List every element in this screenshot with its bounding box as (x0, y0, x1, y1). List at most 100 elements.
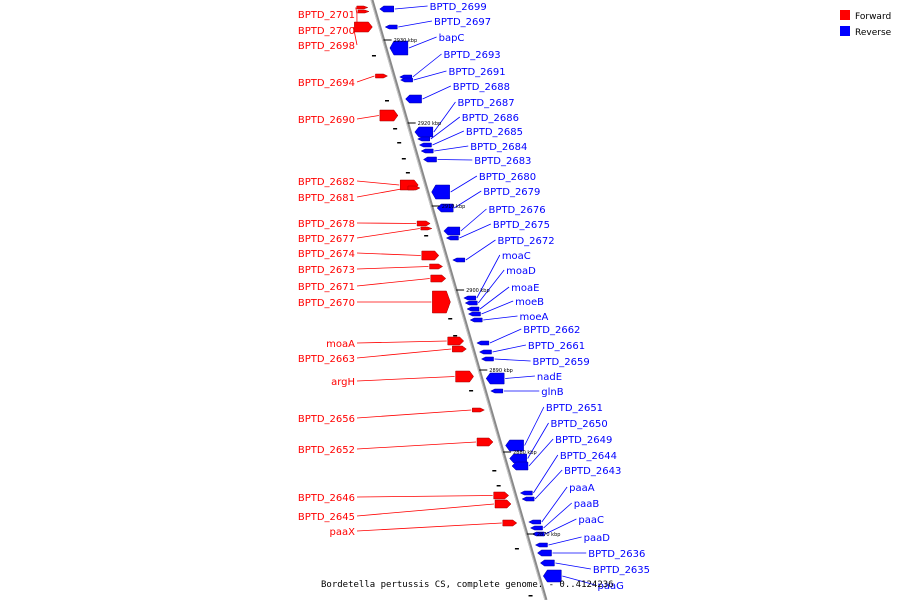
forward-gene-bptd-2690[interactable] (379, 109, 399, 122)
leader-bptd-2685 (432, 130, 465, 146)
reverse-gene-paaa[interactable] (528, 519, 542, 525)
reverse-gene-bptd-2636[interactable] (537, 549, 552, 557)
genome-backbone (370, 0, 548, 600)
forward-gene-label-bptd-2646: BPTD_2646 (298, 493, 355, 504)
reverse-gene-bptd-2649[interactable] (511, 461, 529, 471)
reverse-gene-bptd-2686[interactable] (417, 136, 430, 142)
reverse-gene-moae[interactable] (466, 306, 480, 312)
leader-bptd-2674 (356, 252, 421, 256)
legend-reverse-swatch (840, 26, 850, 36)
reverse-gene-moad[interactable] (464, 300, 478, 306)
forward-gene-bptd-2673[interactable] (429, 263, 444, 270)
minor-feature-13 (496, 485, 501, 487)
leader-moad (477, 269, 505, 304)
forward-gene-moaa[interactable] (447, 336, 465, 346)
reverse-gene-glnb[interactable] (490, 388, 504, 394)
leader-bptd-2686 (430, 116, 461, 140)
minor-feature-3 (397, 142, 402, 144)
reverse-gene-bptd-2672[interactable] (452, 257, 466, 263)
reverse-gene-bapc[interactable] (389, 40, 409, 56)
forward-gene-bptd-2656[interactable] (472, 407, 485, 413)
reverse-gene-bptd-2691[interactable] (400, 77, 413, 83)
leader-bptd-2662 (489, 328, 522, 344)
minor-feature-0 (371, 55, 376, 57)
minor-feature-14 (514, 548, 519, 550)
forward-gene-bptd-2671[interactable] (430, 274, 447, 283)
reverse-gene-bptd-2687[interactable] (414, 126, 434, 138)
reverse-gene-bptd-2644[interactable] (519, 490, 533, 496)
leader-argh (356, 376, 455, 382)
forward-gene-bptd-2698[interactable] (354, 21, 373, 33)
forward-gene-label-bptd-2663: BPTD_2663 (298, 354, 355, 365)
forward-gene-bptd-2674[interactable] (421, 250, 440, 261)
reverse-gene-bptd-2697[interactable] (384, 24, 398, 30)
reverse-gene-paad[interactable] (534, 542, 548, 548)
reverse-gene-label-paad: paaD (584, 533, 611, 544)
forward-gene-bptd-2700[interactable] (357, 9, 370, 14)
reverse-gene-bptd-2661[interactable] (478, 349, 492, 355)
minor-feature-1 (385, 100, 389, 102)
reverse-gene-label-glnb: glnB (541, 387, 563, 398)
forward-gene-bptd-2646[interactable] (493, 491, 510, 500)
reverse-gene-bptd-2651[interactable] (505, 439, 524, 452)
reverse-gene-label-bptd-2661: BPTD_2661 (528, 341, 585, 352)
leader-bptd-2699 (394, 5, 428, 10)
reverse-gene-label-bptd-2644: BPTD_2644 (560, 451, 617, 462)
forward-gene-bptd-2663[interactable] (452, 345, 467, 353)
minor-feature-8 (448, 318, 453, 320)
genome-backbone-highlight (370, 0, 546, 600)
forward-gene-bptd-2701[interactable] (356, 5, 369, 10)
reverse-gene-bptd-2659[interactable] (480, 356, 494, 362)
reverse-gene-label-bptd-2680: BPTD_2680 (479, 172, 536, 183)
forward-gene-argh[interactable] (455, 370, 474, 383)
leader-bptd-2651 (524, 406, 545, 446)
reverse-gene-label-bptd-2649: BPTD_2649 (555, 435, 612, 446)
forward-gene-bptd-2652[interactable] (476, 437, 494, 447)
reverse-gene-bptd-2683[interactable] (423, 156, 437, 163)
reverse-gene-paab[interactable] (529, 525, 543, 531)
reverse-gene-label-bptd-2683: BPTD_2683 (474, 156, 531, 167)
forward-gene-label-paax: paaX (330, 527, 356, 538)
minor-feature-2 (393, 128, 398, 130)
reverse-gene-bptd-2662[interactable] (476, 340, 490, 346)
leader-nade (505, 375, 535, 379)
leader-bapc (408, 36, 437, 49)
reverse-gene-moea[interactable] (469, 317, 483, 323)
forward-gene-bptd-2670[interactable] (432, 290, 451, 314)
reverse-gene-moeb[interactable] (467, 311, 481, 317)
reverse-gene-bptd-2635[interactable] (539, 559, 555, 567)
forward-gene-bptd-2694[interactable] (375, 73, 389, 79)
reverse-gene-bptd-2680[interactable] (431, 184, 450, 200)
reverse-gene-bptd-2684[interactable] (420, 148, 434, 154)
forward-gene-bptd-2645[interactable] (494, 499, 512, 509)
reverse-gene-label-bptd-2635: BPTD_2635 (593, 565, 650, 576)
leader-bptd-2644 (533, 454, 559, 494)
reverse-gene-bptd-2676[interactable] (443, 226, 461, 236)
leader-paaa (541, 486, 568, 523)
forward-gene-bptd-2681[interactable] (407, 185, 421, 191)
reverse-gene-nade[interactable] (485, 372, 505, 385)
leader-bptd-2679 (453, 190, 482, 209)
reverse-gene-label-moeb: moeB (515, 297, 544, 308)
forward-gene-bptd-2677[interactable] (420, 226, 433, 231)
reverse-gene-bptd-2699[interactable] (379, 5, 394, 13)
leader-moac (476, 254, 501, 299)
reverse-gene-bptd-2688[interactable] (405, 94, 422, 104)
leader-bptd-2698 (352, 26, 358, 46)
forward-gene-label-bptd-2652: BPTD_2652 (298, 445, 355, 456)
forward-gene-label-bptd-2670: BPTD_2670 (298, 298, 355, 309)
reverse-gene-bptd-2685[interactable] (418, 142, 432, 148)
reverse-gene-label-paag: paaG (598, 581, 624, 592)
reverse-gene-bptd-2643[interactable] (521, 496, 535, 502)
reverse-gene-moac[interactable] (463, 295, 477, 301)
leader-bptd-2687 (433, 101, 456, 133)
forward-gene-bptd-2678[interactable] (416, 220, 431, 227)
reverse-gene-paag[interactable] (542, 569, 562, 583)
map-caption: Bordetella pertussis CS, complete genome… (321, 580, 614, 590)
leader-bptd-2688 (422, 85, 451, 100)
reverse-gene-bptd-2679[interactable] (436, 203, 454, 213)
reverse-gene-label-bptd-2650: BPTD_2650 (551, 419, 608, 430)
forward-gene-label-bptd-2698: BPTD_2698 (298, 41, 355, 52)
reverse-gene-bptd-2675[interactable] (445, 235, 459, 241)
forward-gene-paax[interactable] (502, 519, 518, 527)
